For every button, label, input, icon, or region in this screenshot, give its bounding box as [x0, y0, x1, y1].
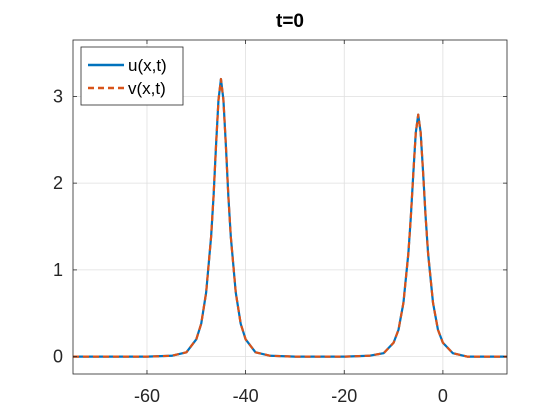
legend-label-u: u(x,t) [128, 56, 167, 75]
tick-marks [73, 40, 507, 374]
plot-area [73, 77, 507, 358]
series-line-v [73, 77, 507, 358]
x-tick-label-0: -60 [134, 386, 160, 406]
y-tick-label-2: 2 [53, 173, 63, 193]
y-tick-label-1: 1 [53, 260, 63, 280]
axes-box [72, 39, 508, 375]
x-tick-label-1: -40 [233, 386, 259, 406]
legend-box [80, 46, 184, 106]
y-tick-label-0: 0 [53, 347, 63, 367]
legend-label-v: v(x,t) [128, 79, 166, 98]
tick-labels: -60 -40 -20 0 0 1 2 3 [53, 86, 448, 406]
x-tick-label-2: -20 [331, 386, 357, 406]
y-tick-label-3: 3 [53, 86, 63, 106]
legend: u(x,t) v(x,t) [80, 46, 184, 106]
x-tick-label-3: 0 [438, 386, 448, 406]
chart-title: t=0 [276, 11, 304, 32]
